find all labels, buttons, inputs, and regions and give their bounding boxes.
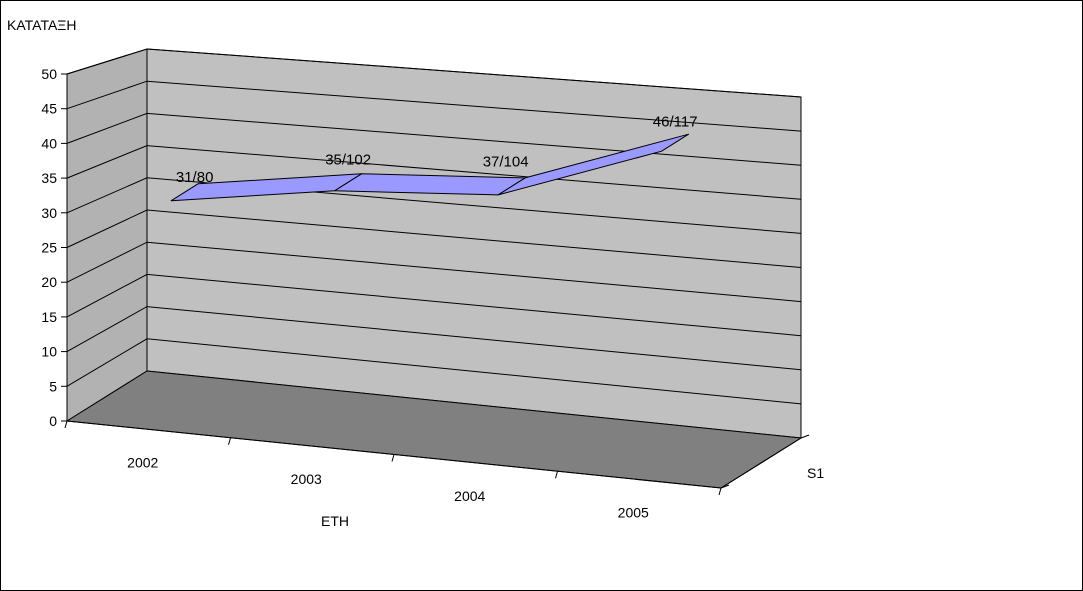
gridline — [66, 80, 802, 132]
gridline — [66, 145, 802, 200]
y-tick-label: 5 — [49, 378, 57, 394]
y-tick-label: 50 — [41, 66, 57, 82]
x-tick-mark — [228, 437, 231, 445]
gridlines — [66, 48, 802, 405]
y-axis-title: ΚΑΤΑΤΑΞΗ — [7, 17, 77, 33]
x-tick-labels: 2002 2003 2004 2005 — [127, 454, 649, 520]
gridline — [66, 241, 802, 303]
gridline — [66, 273, 802, 337]
y-tick-label: 20 — [41, 274, 57, 290]
data-label: 37/104 — [483, 153, 529, 170]
x-tick-label: 2002 — [127, 454, 158, 470]
ribbon-segment — [497, 133, 690, 196]
data-label: 46/117 — [653, 114, 698, 131]
y-tick-label: 35 — [41, 170, 57, 186]
y-tick-labels: 0 5 10 15 20 25 30 35 40 45 50 — [41, 66, 57, 429]
gridline — [66, 112, 802, 166]
y-tick-label: 15 — [41, 309, 57, 325]
y-tick-label: 40 — [41, 135, 57, 151]
y-tick-label: 25 — [41, 240, 57, 256]
axes — [61, 73, 810, 496]
data-labels: 31/80 35/102 37/104 46/117 — [176, 114, 698, 186]
data-label: 31/80 — [176, 169, 214, 186]
y-tick-label: 30 — [41, 205, 57, 221]
data-label: 35/102 — [325, 151, 371, 168]
x-axis-title: ΕΤΗ — [321, 513, 349, 529]
x-tick-mark — [555, 471, 558, 479]
y-tick-label: 10 — [41, 344, 57, 360]
gridline — [66, 177, 802, 234]
x-tick-label: 2003 — [291, 471, 322, 487]
x-tick-label: 2005 — [618, 505, 649, 521]
gridline — [66, 209, 802, 268]
y-tick-label: 0 — [49, 413, 57, 429]
gridline — [66, 48, 802, 98]
gridline — [66, 306, 802, 371]
chart-walls — [65, 48, 803, 489]
series-axis-tick — [800, 434, 810, 439]
y-tick-label: 45 — [41, 101, 57, 117]
x-tick-mark — [391, 454, 395, 462]
series-axis-label: S1 — [807, 465, 824, 481]
series-axis-line — [720, 437, 802, 489]
series-axis-tick — [720, 484, 730, 489]
gridline — [66, 338, 802, 405]
x-tick-mark — [64, 420, 68, 429]
series-ribbon — [170, 133, 690, 202]
ribbon-segment — [334, 173, 526, 196]
x-tick-label: 2004 — [454, 488, 485, 504]
x-tick-mark — [718, 487, 722, 496]
back-wall — [146, 48, 802, 439]
